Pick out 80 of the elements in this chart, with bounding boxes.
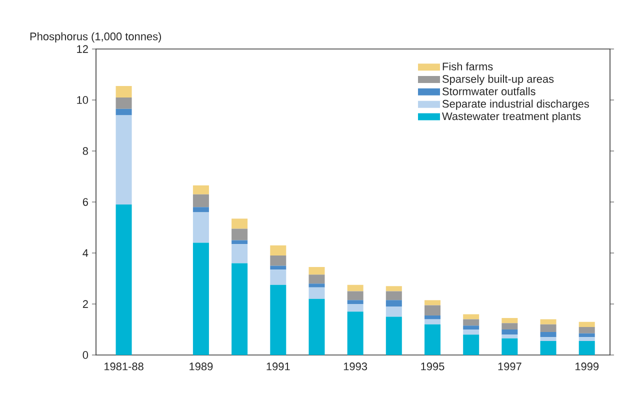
bar [424,319,440,324]
legend-label: Separate industrial discharges [442,100,589,110]
bar [424,300,440,306]
y-tick-label: 4 [82,249,88,257]
x-tick-label: 1999 [575,362,599,370]
bar [424,305,440,316]
bar [232,263,248,355]
bar [463,326,480,330]
y-tick-label: 10 [77,96,88,104]
bar [116,115,132,205]
bar [386,306,402,317]
bar [463,319,480,326]
bar [347,312,364,355]
bar [116,86,132,98]
bar [192,194,209,208]
bar [424,315,440,320]
bar [502,323,518,330]
bar [502,338,518,355]
bar [540,340,556,355]
bar [308,267,325,275]
bar [270,284,286,355]
bar [270,270,286,285]
bar [347,291,364,300]
bar [308,298,325,355]
bar [578,326,595,334]
legend-label: Wastewater treatment plants [442,112,581,122]
bar [424,324,440,355]
bar [232,228,248,240]
bar [308,274,325,284]
bar [270,256,286,266]
x-tick-label: 1995 [421,362,444,370]
bar [192,242,209,355]
y-axis-title: Phosphorus (1,000 tonnes) [30,32,162,42]
x-tick-label: 1997 [498,362,522,370]
x-tick-label: 1989 [190,362,213,370]
bar [232,218,248,229]
y-tick-label: 12 [77,45,88,53]
bar [308,284,325,288]
bar [463,334,480,355]
bar [540,332,556,338]
bar [386,286,402,292]
bar [308,287,325,299]
bar [463,330,480,335]
bar [540,324,556,332]
bar [386,316,402,355]
bar [578,337,595,341]
bar [270,266,286,270]
bar [578,333,595,338]
bar [232,240,248,244]
bar [386,300,402,307]
bar [502,334,518,338]
y-tick-label: 2 [82,300,88,308]
y-tick-label: 6 [82,198,88,206]
bar [578,340,595,355]
bar [540,337,556,341]
bar [463,314,480,320]
bar [347,300,364,304]
bar [192,185,209,194]
y-tick-label: 0 [82,351,88,359]
x-tick-label: 1993 [344,362,368,370]
legend-label: Sparsely built-up areas [442,74,554,85]
bar [116,204,132,355]
x-tick-label: 1991 [266,362,290,370]
bar [192,207,209,212]
legend-label: Stormwater outfalls [442,87,536,96]
bar [386,291,402,300]
bar [502,330,518,335]
bar [347,304,364,312]
bar [347,284,364,292]
bar [578,322,595,327]
legend-label: Fish farms [442,62,493,70]
x-tick-label: 1981-88 [104,362,144,370]
bar [502,318,518,324]
bar [116,108,132,116]
y-tick-label: 8 [82,147,88,155]
bar [192,212,209,243]
bar [270,245,286,256]
bar [540,319,556,324]
bar [232,244,248,264]
bar [116,97,132,109]
